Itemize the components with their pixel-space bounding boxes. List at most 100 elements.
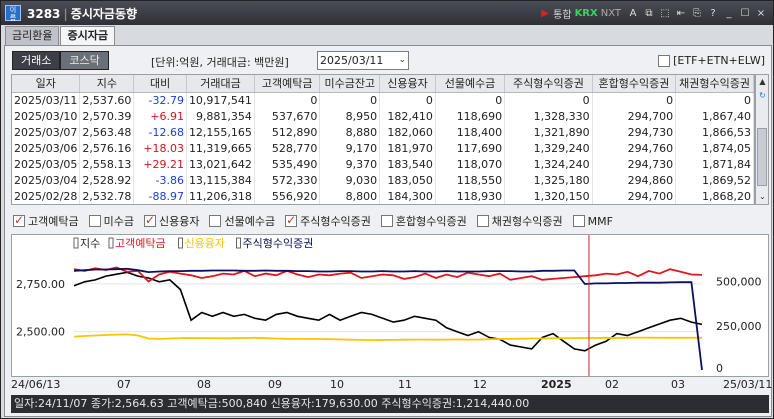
filter-checkbox[interactable]: 주식형수익증권 — [285, 213, 371, 229]
close-icon[interactable]: × — [756, 7, 766, 19]
nxt-toggle[interactable]: NXT — [600, 7, 621, 19]
x-tick-label: 24/06/13 — [11, 378, 61, 391]
column-header[interactable]: 신용융자 — [379, 75, 436, 93]
table-row[interactable]: 2025/03/05 2,558.13 +29.21 13,021,642 535,49… — [12, 156, 754, 172]
chevron-down-icon[interactable]: ⌄ — [398, 55, 406, 65]
table-row[interactable]: 2025/03/11 2,537.60 -32.79 10,917,541 0 0 0 0 0 0… — [12, 92, 754, 108]
legend-marker — [108, 237, 114, 249]
etf-checkbox-box[interactable] — [658, 54, 671, 67]
table-cell: 8,950 — [319, 108, 381, 124]
filter-checkbox[interactable]: 고객예탁금 — [13, 213, 79, 229]
filter-label: 주식형수익증권 — [300, 215, 371, 228]
filter-label: 선물예수금 — [224, 215, 276, 228]
line-chart[interactable]: 2,750.00 2,500.00 500,000 250,000 0 지수 고객예탁금 신용… — [12, 235, 768, 376]
minimize-icon[interactable]: _ — [726, 7, 732, 19]
table-cell: 182,060 — [379, 124, 436, 140]
filter-checkbox[interactable]: MMF — [572, 214, 613, 228]
y-left-tick: 2,750.00 — [16, 278, 65, 291]
checkbox-box[interactable] — [285, 213, 298, 227]
column-header[interactable]: 일자 — [12, 75, 81, 93]
copy-icon[interactable]: ⎘ — [693, 7, 701, 19]
vertical-scrollbar[interactable]: ▲ ↻ ⌄ — [755, 74, 769, 205]
tab-rate-fx[interactable]: 금리환율 — [5, 26, 60, 45]
checkbox-box[interactable] — [143, 213, 156, 227]
table-cell: 0 — [675, 92, 754, 108]
table-cell: 294,700 — [592, 108, 677, 124]
play-icon[interactable]: ▶ — [541, 7, 549, 19]
checkbox-box[interactable] — [380, 215, 393, 227]
table-row[interactable]: 2025/03/10 2,570.39 +6.91 9,881,354 537,670 8… — [12, 108, 754, 124]
table-cell: 2,576.16 — [79, 140, 135, 156]
filter-label: MMF — [587, 214, 613, 228]
column-header[interactable]: 거래대금 — [186, 75, 255, 93]
table-row[interactable]: 2025/02/28 2,532.78 -88.97 11,206,318 556,92… — [12, 188, 754, 204]
table-row[interactable]: 2025/03/06 2,576.16 +18.03 11,319,665 528,77… — [12, 140, 754, 156]
table-cell: 1,328,330 — [504, 108, 593, 124]
column-header[interactable]: 주식형수익증권 — [504, 75, 593, 93]
x-tick-label: 03 — [671, 378, 685, 391]
frame-icon[interactable]: ⬚ — [660, 7, 670, 19]
x-tick-label: 2025 — [541, 378, 572, 391]
table-cell: 2025/03/11 — [12, 92, 81, 108]
column-header[interactable]: 채권형수익증권 — [675, 75, 754, 93]
table-row[interactable]: 2025/03/04 2,528.92 -3.86 13,115,384 572,330… — [12, 172, 754, 188]
chart-area[interactable]: 2,750.00 2,500.00 500,000 250,000 0 지수 고객예탁금 신용… — [11, 234, 769, 377]
checkbox-box[interactable] — [88, 215, 101, 227]
table-cell: 0 — [592, 92, 677, 108]
x-tick-label: 08 — [197, 378, 211, 391]
checkbox-box[interactable] — [209, 215, 222, 227]
column-header[interactable]: 지수 — [79, 75, 135, 93]
filter-checkbox[interactable]: 신용융자 — [143, 213, 200, 229]
x-tick-label: 10 — [330, 378, 344, 391]
date-select[interactable]: 2025/03/11 ⌄ — [317, 51, 409, 70]
column-header[interactable]: 미수금잔고 — [319, 75, 381, 93]
help-icon[interactable]: ? — [710, 7, 716, 19]
table-cell: 13,021,642 — [186, 156, 255, 172]
krx-toggle[interactable]: KRX — [574, 7, 598, 19]
filter-checkbox[interactable]: 선물예수금 — [209, 213, 275, 229]
window-title: 3283 | 증시자금동향 — [27, 6, 138, 21]
kosdaq-button[interactable]: 코스닥 — [60, 51, 109, 70]
refresh-icon[interactable]: ↻ — [759, 91, 766, 100]
maximize-icon[interactable]: ☐ — [740, 7, 750, 19]
legend-label: 주식형수익증권 — [243, 237, 314, 250]
table-cell: 181,970 — [379, 140, 436, 156]
kospi-button[interactable]: 거래소 — [12, 51, 61, 70]
scroll-top-icon[interactable]: ▲ — [759, 77, 766, 86]
link-icon[interactable]: ⧉ — [645, 7, 653, 19]
filter-checkbox[interactable]: 채권형수익증권 — [476, 213, 563, 229]
table-cell: 528,770 — [254, 140, 321, 156]
table-cell: 9,170 — [319, 140, 381, 156]
data-table: 일자 지수 대비 거래대금 고객예탁금 미수금잔고 신용융자 선물예수금 주식형수익증권 혼합형수… — [11, 74, 755, 205]
column-header[interactable]: 선물예수금 — [435, 75, 506, 93]
column-header[interactable]: 고객예탁금 — [254, 75, 321, 93]
scroll-thumb[interactable] — [757, 128, 767, 186]
table-row[interactable]: 2025/03/07 2,563.48 -12.68 12,155,165 512,89… — [12, 124, 754, 140]
checkbox-box[interactable] — [572, 215, 585, 227]
font-icon[interactable]: A — [629, 7, 637, 19]
column-header[interactable]: 혼합형수익증권 — [592, 75, 677, 93]
legend-marker — [178, 237, 183, 249]
table-cell: 556,920 — [254, 188, 321, 204]
filter-checkbox[interactable]: 미수금 — [88, 213, 134, 229]
tab-market-funds[interactable]: 증시자금 — [60, 26, 115, 45]
series-filters: 고객예탁금 미수금 신용융자 선물예수금 주식형수익증권 혼합형수익증권 채권형수익증권 MM… — [13, 213, 613, 229]
filter-label: 신용융자 — [158, 215, 200, 228]
table-cell: 182,410 — [379, 108, 436, 124]
scroll-down-icon[interactable]: ⌄ — [759, 192, 766, 201]
table-cell: 8,800 — [319, 188, 381, 204]
etf-checkbox[interactable]: [ETF+ETN+ELW] — [658, 54, 765, 67]
filter-checkbox[interactable]: 혼합형수익증권 — [380, 213, 467, 229]
checkbox-box[interactable] — [476, 215, 489, 227]
column-header[interactable]: 대비 — [133, 75, 187, 93]
checkbox-box[interactable] — [13, 213, 25, 227]
table-cell: +6.91 — [133, 108, 187, 124]
table-cell: 2,528.92 — [79, 172, 135, 188]
pin-icon[interactable]: ⇤ — [676, 7, 686, 19]
integrated-toggle[interactable]: 통합 — [553, 9, 572, 21]
table-cell: 2025/02/28 — [12, 188, 81, 204]
table-cell: 1,874,05 — [675, 140, 754, 156]
table-cell: 118,930 — [435, 188, 506, 204]
table-cell: -32.79 — [133, 92, 187, 108]
